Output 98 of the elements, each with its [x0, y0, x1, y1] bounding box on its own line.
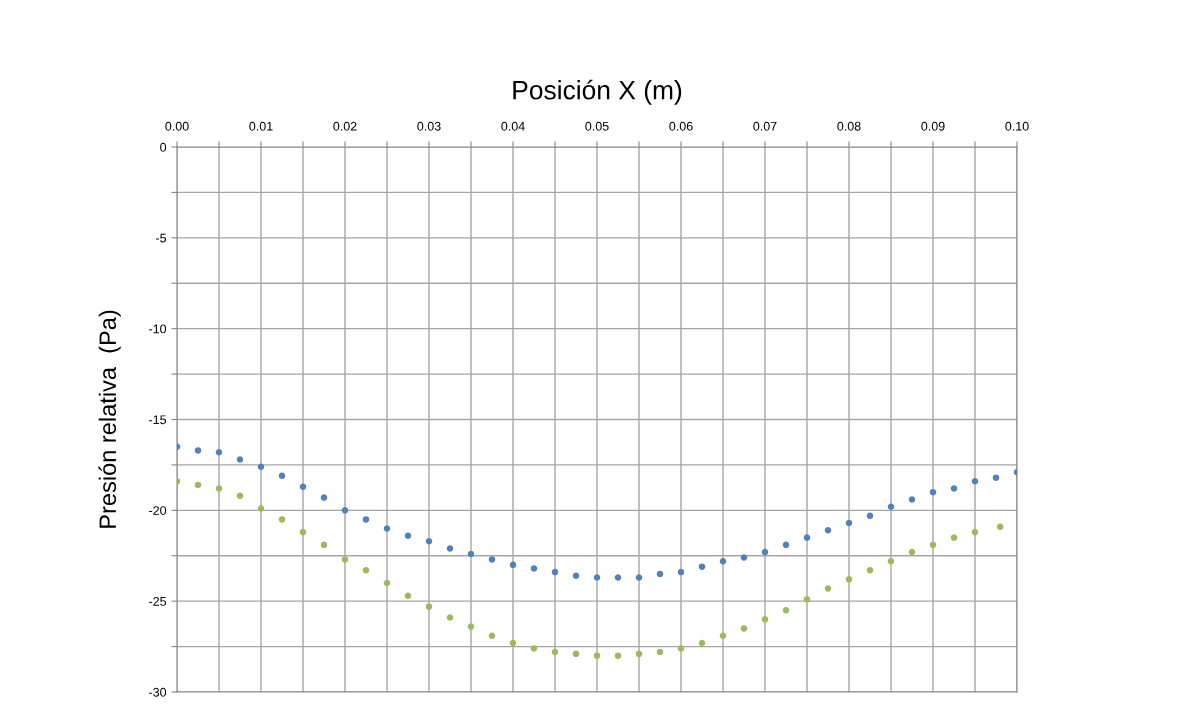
point	[908, 548, 916, 556]
point	[257, 463, 265, 470]
x-tick-label: 0.01	[249, 121, 273, 131]
point	[971, 528, 979, 536]
point	[614, 574, 622, 581]
point	[635, 574, 643, 581]
point	[782, 541, 790, 549]
point	[215, 448, 223, 456]
point	[803, 596, 811, 603]
point	[488, 556, 496, 563]
point	[950, 534, 958, 541]
point	[719, 557, 727, 565]
point	[467, 623, 475, 630]
point	[341, 507, 349, 514]
point	[530, 645, 538, 652]
point	[677, 568, 685, 576]
y-axis-title: Presión relativa (Pa)	[98, 310, 121, 528]
point	[845, 519, 853, 527]
x-tick-label: 0.03	[417, 121, 441, 131]
point	[950, 485, 958, 492]
point	[887, 557, 895, 565]
point	[572, 572, 580, 579]
point	[320, 494, 328, 501]
point	[782, 606, 790, 614]
point	[215, 485, 223, 492]
point	[971, 478, 979, 485]
point	[383, 525, 391, 532]
point	[383, 579, 391, 587]
point	[887, 503, 895, 510]
y-tick-label: 0	[160, 142, 167, 152]
point	[341, 556, 349, 563]
point	[509, 639, 517, 647]
point	[761, 548, 769, 556]
x-tick-label: 0.10	[1005, 121, 1029, 131]
x-tick-label: 0.02	[333, 121, 357, 131]
point	[824, 527, 832, 534]
point	[866, 512, 874, 520]
point	[572, 650, 580, 658]
point	[425, 603, 433, 610]
point	[635, 650, 643, 658]
point	[404, 592, 412, 599]
point	[656, 648, 664, 656]
point	[593, 574, 601, 581]
y-tick-label: -15	[149, 415, 167, 425]
point	[698, 639, 706, 647]
point	[236, 456, 244, 463]
point	[257, 505, 265, 512]
point	[278, 472, 286, 480]
point	[740, 554, 748, 561]
point	[992, 474, 1000, 481]
point	[929, 541, 937, 549]
point	[698, 563, 706, 570]
point	[362, 516, 370, 523]
y-tick-label: -20	[149, 506, 167, 515]
point	[740, 625, 748, 632]
x-tick-label: 0.09	[921, 121, 945, 131]
point	[996, 523, 1004, 530]
point	[299, 528, 307, 536]
point	[845, 576, 853, 583]
point	[362, 567, 370, 574]
point	[551, 568, 559, 576]
point	[614, 652, 622, 659]
point	[404, 532, 412, 540]
point	[803, 534, 811, 541]
x-tick-label: 0.05	[585, 121, 609, 131]
point	[446, 614, 454, 621]
y-tick-label: -30	[149, 687, 167, 697]
y-tick-label: -25	[149, 596, 167, 606]
x-tick-label: 0.08	[837, 121, 861, 131]
point	[278, 516, 286, 523]
point	[866, 567, 874, 574]
point	[320, 541, 328, 549]
point	[551, 648, 559, 656]
x-tick-label: 0.04	[501, 121, 525, 131]
point	[194, 481, 202, 489]
point	[656, 570, 664, 578]
point	[467, 550, 475, 558]
y-tick-label: -10	[149, 324, 167, 334]
point	[509, 561, 517, 569]
point	[929, 488, 937, 496]
point	[425, 537, 433, 545]
point	[761, 616, 769, 623]
point	[908, 496, 916, 503]
point	[299, 483, 307, 490]
y-tick-label: -5	[156, 233, 167, 243]
point	[824, 585, 832, 592]
point	[530, 565, 538, 572]
x-tick-label: 0.00	[165, 121, 189, 131]
point	[677, 645, 685, 652]
point	[488, 632, 496, 639]
x-tick-label: 0.06	[669, 121, 693, 131]
point	[719, 632, 727, 639]
x-axis-title: Posición X (m)	[513, 79, 682, 105]
point	[446, 545, 454, 552]
point	[593, 652, 601, 659]
x-tick-label: 0.07	[753, 121, 777, 131]
point	[194, 447, 202, 454]
point	[236, 492, 244, 500]
